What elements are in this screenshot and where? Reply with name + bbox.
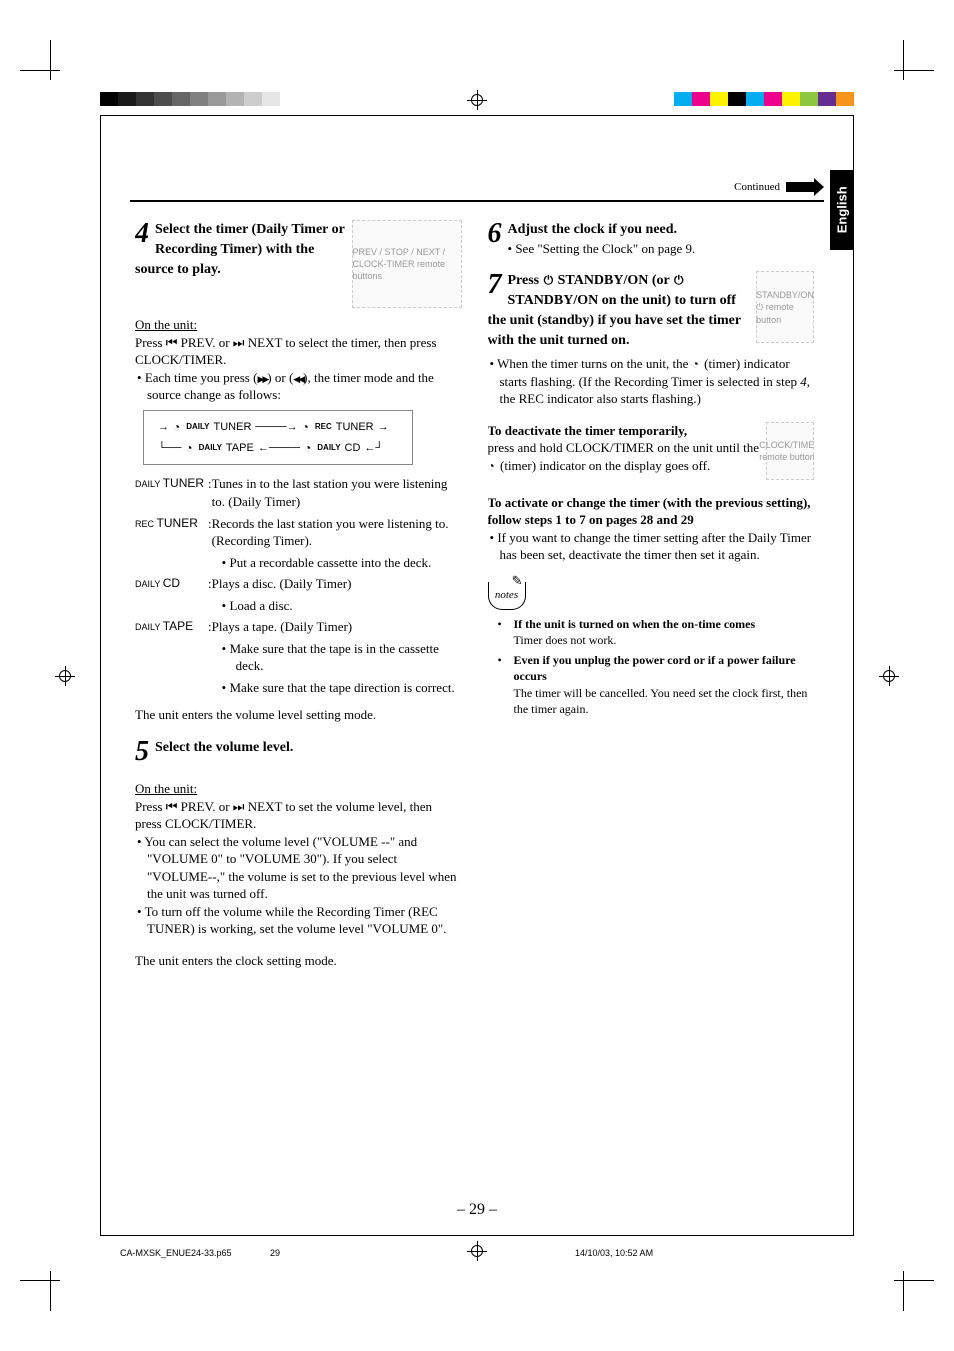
footer-date: 14/10/03, 10:52 AM — [575, 1247, 653, 1259]
notes-header: notes — [488, 582, 815, 610]
remote-buttons-figure: PREV / STOP / NEXT / CLOCK-TIMER remote … — [352, 220, 462, 308]
step-4-on-unit-text: Press PREV. or NEXT to select the timer,… — [135, 334, 462, 369]
step-7-number: 7 — [488, 271, 502, 299]
source-sub-bullet: • Make sure that the tape direction is c… — [212, 679, 462, 701]
prev-icon — [166, 335, 178, 350]
on-the-unit-heading: On the unit: — [135, 316, 462, 334]
registration-mark-bottom — [467, 1241, 487, 1261]
source-label: REC TUNER — [135, 515, 208, 554]
deactivate-block: CLOCK/TIMER remote button To deactivate … — [488, 422, 815, 475]
source-description: Plays a tape. (Daily Timer) — [212, 618, 462, 640]
rev-icon — [293, 370, 303, 385]
on-the-unit-heading: On the unit: — [135, 780, 462, 798]
notes-list: If the unit is turned on when the on-tim… — [488, 616, 815, 717]
registration-mark-left — [55, 666, 75, 686]
step-6-see-ref: • See "Setting the Clock" on page 9. — [506, 240, 815, 258]
standby-on-figure: STANDBY/ON ⏻ remote button — [756, 271, 814, 343]
color-bar-color — [674, 92, 854, 106]
step-5: 5 Select the volume level. On the unit: … — [135, 738, 462, 969]
clock-timer-figure: CLOCK/TIMER remote button — [766, 422, 814, 480]
step-4-each-time: • Each time you press () or (), the time… — [135, 369, 462, 404]
registration-mark-top — [467, 90, 487, 110]
step-5-bullet: • You can select the volume level ("VOLU… — [135, 833, 462, 903]
clock-icon — [488, 458, 497, 473]
activate-block: To activate or change the timer (with th… — [488, 494, 815, 564]
activate-heading: To activate or change the timer (with th… — [488, 495, 811, 528]
step-6: 6 Adjust the clock if you need. • See "S… — [488, 220, 815, 257]
step-5-bullets: • You can select the volume level ("VOLU… — [135, 833, 462, 938]
step-5-title: Select the volume level. — [155, 740, 293, 755]
right-column: 6 Adjust the clock if you need. • See "S… — [488, 220, 815, 983]
crop-mark-br — [874, 1251, 934, 1311]
step-6-number: 6 — [488, 220, 502, 248]
source-label: DAILY TAPE — [135, 618, 208, 640]
source-label: DAILY CD — [135, 575, 208, 597]
source-label: DAILY TUNER — [135, 475, 208, 514]
clock-icon — [173, 419, 182, 436]
source-sub-bullet: • Put a recordable cassette into the dec… — [212, 554, 462, 576]
step-4: PREV / STOP / NEXT / CLOCK-TIMER remote … — [135, 220, 462, 724]
registration-mark-right — [879, 666, 899, 686]
fwd-icon — [257, 370, 267, 385]
power-icon — [543, 273, 555, 288]
clock-icon — [304, 440, 313, 457]
step-7-title: Press STANDBY/ON (or STANDBY/ON on the u… — [488, 273, 741, 348]
step-4-enter-mode: The unit enters the volume level setting… — [135, 706, 462, 724]
source-sub-bullet: • Load a disc. — [212, 597, 462, 619]
color-bar-grayscale — [100, 92, 280, 106]
crop-mark-bl — [20, 1251, 80, 1311]
step-7-bullet-1: • When the timer turns on the unit, the … — [488, 355, 815, 408]
timer-source-table: DAILY TUNER:Tunes in to the last station… — [135, 475, 462, 700]
notes-item: Even if you unplug the power cord or if … — [504, 652, 815, 717]
notes-item: If the unit is turned on when the on-tim… — [504, 616, 815, 648]
step-5-enter-mode: The unit enters the clock setting mode. — [135, 952, 462, 970]
prev-icon — [166, 799, 178, 814]
step-5-bullet: • To turn off the volume while the Recor… — [135, 903, 462, 938]
crop-mark-tl — [20, 40, 80, 100]
clock-icon — [302, 419, 311, 436]
continued-arrow-icon — [786, 182, 814, 192]
source-description: Tunes in to the last station you were li… — [212, 475, 462, 514]
step-7: STANDBY/ON ⏻ remote button 7 Press STAND… — [488, 271, 815, 563]
clock-icon — [185, 440, 194, 457]
footer-file: CA-MXSK_ENUE24-33.p65 — [120, 1247, 232, 1259]
content-columns: PREV / STOP / NEXT / CLOCK-TIMER remote … — [135, 220, 814, 983]
timer-mode-cycle-diagram: → DAILY TUNER ────→ REC TUNER → └── DAIL… — [143, 410, 413, 466]
source-description: Plays a disc. (Daily Timer) — [212, 575, 462, 597]
source-sub-bullet: • Make sure that the tape is in the cass… — [212, 640, 462, 679]
power-icon — [673, 273, 685, 288]
source-description: Records the last station you were listen… — [212, 515, 462, 554]
deactivate-heading: To deactivate the timer temporarily, — [488, 423, 688, 438]
step-4-number: 4 — [135, 220, 149, 248]
clock-icon — [692, 356, 701, 371]
footer-page: 29 — [270, 1247, 280, 1259]
notes-icon: notes — [488, 582, 526, 610]
next-icon — [233, 799, 245, 814]
step-4-title: Select the timer (Daily Timer or Recordi… — [135, 222, 345, 277]
left-column: PREV / STOP / NEXT / CLOCK-TIMER remote … — [135, 220, 462, 983]
language-tab: English — [830, 170, 854, 250]
page-number: – 29 – — [457, 1199, 497, 1221]
step-6-title: Adjust the clock if you need. — [508, 222, 678, 237]
header-rule — [130, 200, 824, 202]
step-5-number: 5 — [135, 738, 149, 766]
activate-bullet: • If you want to change the timer settin… — [488, 529, 815, 564]
next-icon — [233, 335, 245, 350]
continued-label: Continued — [734, 180, 814, 195]
step-5-press-text: Press PREV. or NEXT to set the volume le… — [135, 798, 462, 833]
crop-mark-tr — [874, 40, 934, 100]
